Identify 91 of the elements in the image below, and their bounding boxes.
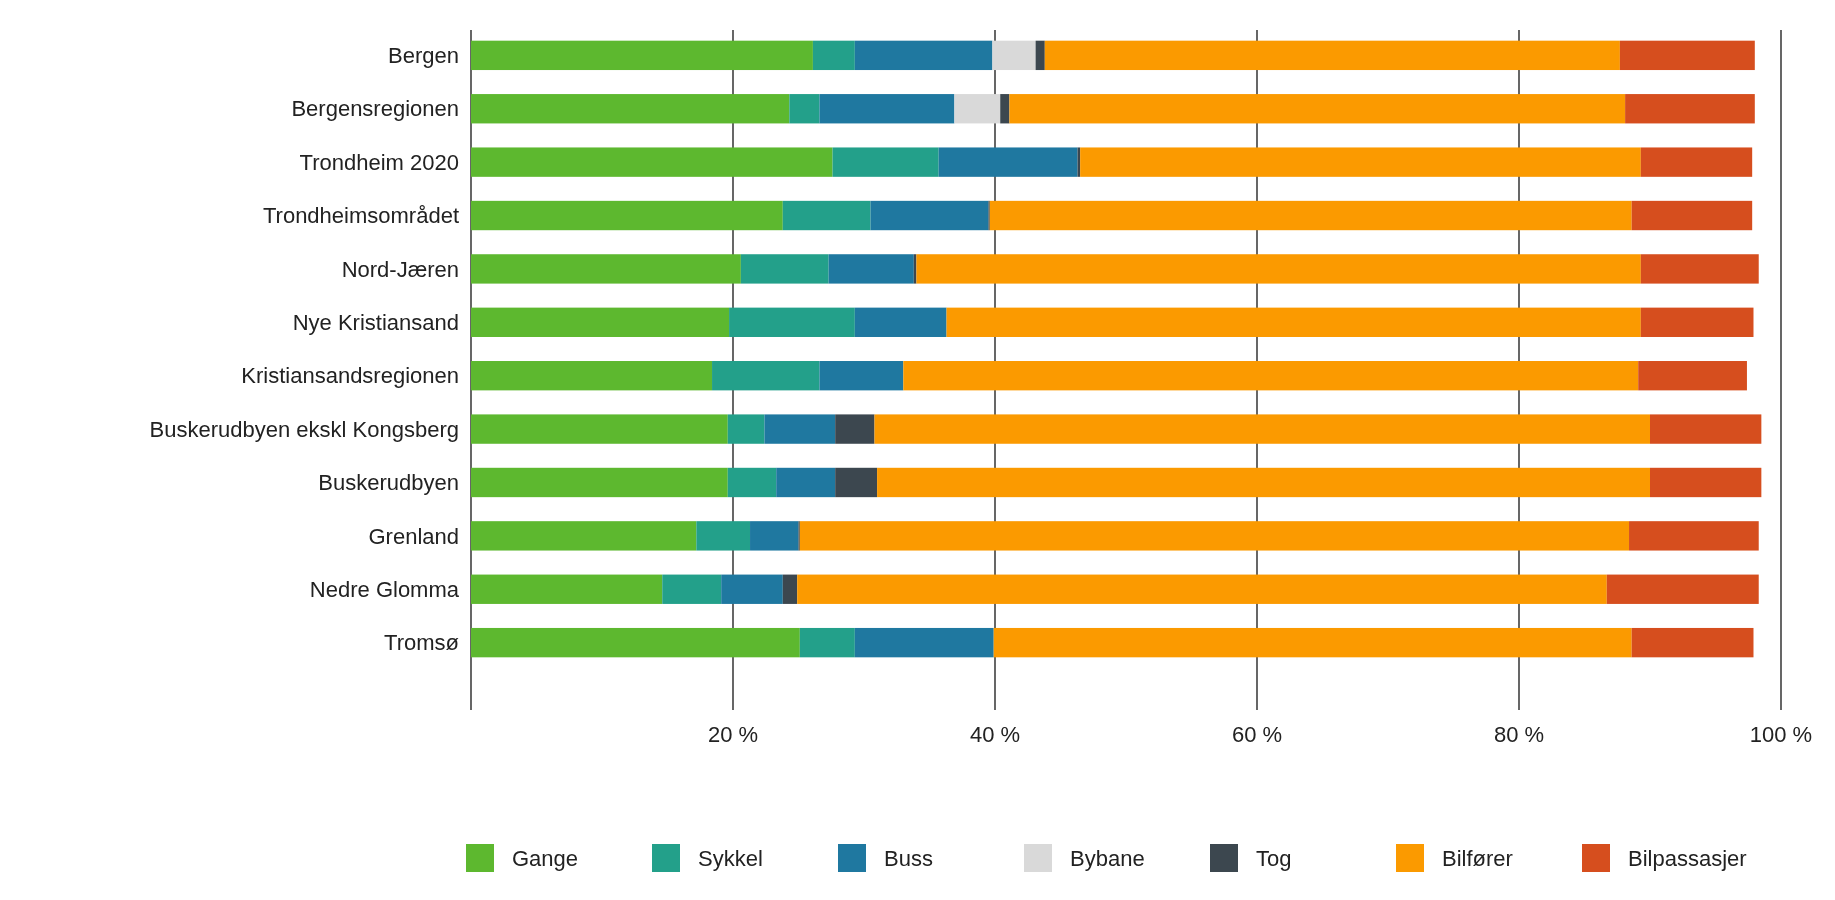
bar <box>938 147 1078 177</box>
x-tick-label: 100 % <box>1749 722 1813 747</box>
bar <box>799 521 1630 551</box>
bar <box>471 467 728 498</box>
bar <box>916 254 1641 284</box>
y-tick-label: Trondheim 2020 <box>299 149 459 175</box>
bar <box>696 521 751 551</box>
bar <box>727 414 765 444</box>
y-tick-label: Bergen <box>388 43 459 69</box>
bar <box>782 574 798 604</box>
legend-label: Buss <box>884 845 933 871</box>
x-tick-label: 80 % <box>1493 722 1545 747</box>
bar <box>1009 94 1626 124</box>
bar <box>712 361 820 391</box>
y-tick-label: Buskerudbyen ekskl Kongsberg <box>149 416 459 442</box>
y-tick-label: Kristiansandsregionen <box>241 363 459 389</box>
bar <box>812 40 855 71</box>
x-tick-label: 20 % <box>707 722 759 747</box>
legend-label: Bilfører <box>1442 845 1513 871</box>
bar <box>662 574 722 604</box>
bar <box>721 574 783 604</box>
bar <box>854 40 993 71</box>
bar <box>471 307 730 337</box>
bar <box>789 94 820 124</box>
bar <box>1631 627 1754 658</box>
bar <box>797 574 1607 604</box>
bar <box>854 307 947 337</box>
bar <box>1640 147 1753 177</box>
bar <box>854 627 994 658</box>
legend-label: Tog <box>1256 845 1292 871</box>
bar <box>1619 40 1755 71</box>
y-tick-label: Grenland <box>368 523 459 549</box>
legend-label: Gange <box>512 845 579 871</box>
y-tick-label: Trondheimsområdet <box>262 203 459 229</box>
bar <box>471 147 833 177</box>
bar <box>1044 40 1620 71</box>
bar <box>1625 94 1755 124</box>
bar <box>1640 254 1759 284</box>
bar <box>877 467 1650 498</box>
bar <box>1650 467 1762 498</box>
bar <box>471 574 663 604</box>
bar <box>1650 414 1762 444</box>
bar <box>954 94 1001 124</box>
bar <box>1035 40 1045 71</box>
x-tick-label: 60 % <box>1231 722 1283 747</box>
bar <box>1631 200 1753 231</box>
bar <box>782 200 871 231</box>
bar <box>870 200 989 231</box>
bar <box>740 254 829 284</box>
y-tick-label: Nord-Jæren <box>341 256 459 282</box>
bar <box>727 467 777 498</box>
bar <box>903 361 1639 391</box>
bar <box>471 254 741 284</box>
legend-label: Bybane <box>1070 845 1145 871</box>
bar <box>471 40 813 71</box>
bar <box>764 414 836 444</box>
bar <box>946 307 1641 337</box>
bar <box>471 414 728 444</box>
bar <box>1629 521 1759 551</box>
bar <box>799 627 855 658</box>
bar <box>1606 574 1759 604</box>
bar <box>471 521 697 551</box>
y-tick-label: Tromsø <box>384 630 459 656</box>
bar <box>835 467 878 498</box>
bar <box>993 627 1632 658</box>
bar <box>819 94 955 124</box>
bar <box>992 40 1036 71</box>
bar <box>471 94 790 124</box>
y-tick-label: Buskerudbyen <box>318 470 459 496</box>
y-tick-label: Bergensregionen <box>291 96 459 122</box>
bar <box>1000 94 1010 124</box>
bar <box>1638 361 1747 391</box>
bar <box>828 254 914 284</box>
x-tick-label: 40 % <box>969 722 1021 747</box>
bar <box>729 307 855 337</box>
bar <box>989 200 1632 231</box>
bar <box>471 200 783 231</box>
y-tick-label: Nedre Glomma <box>309 576 460 602</box>
bar <box>750 521 799 551</box>
bar <box>819 361 904 391</box>
bar <box>1640 307 1754 337</box>
bar <box>471 361 713 391</box>
bar <box>835 414 875 444</box>
legend-label: Bilpassasjer <box>1628 845 1747 871</box>
bar <box>471 627 800 658</box>
bar <box>1080 147 1641 177</box>
bar <box>776 467 836 498</box>
bar <box>832 147 939 177</box>
y-tick-label: Nye Kristiansand <box>292 310 459 336</box>
legend-label: Sykkel <box>698 845 763 871</box>
bar <box>874 414 1650 444</box>
